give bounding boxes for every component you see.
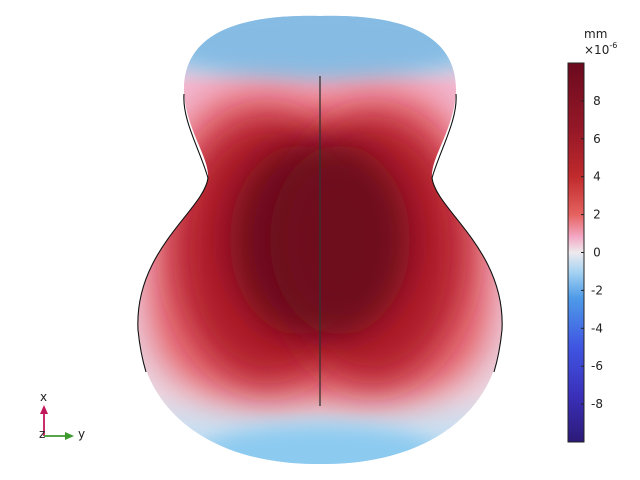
colorbar-tick-label: 8 — [593, 94, 601, 108]
colorbar-scale: ×10-6 — [584, 41, 618, 57]
body-edge-left — [137, 93, 209, 373]
color-legend: 8 6 4 2 0 -2 -4 -6 -8 — [567, 62, 603, 443]
body-edge-right — [431, 93, 503, 373]
colorbar-tick-label: -6 — [591, 359, 603, 373]
x-axis-label: x — [40, 390, 48, 404]
y-axis-label: y — [78, 427, 86, 441]
y-arrow-head — [65, 432, 74, 440]
colorbar-tick-label: -8 — [591, 397, 603, 411]
colorbar-tick-label: -4 — [591, 321, 603, 335]
colorbar-tick-label: 2 — [593, 208, 601, 222]
colorbar-tick-label: -2 — [591, 283, 603, 297]
colorbar-tick-label: 4 — [593, 170, 601, 184]
axis-triad[interactable] — [40, 405, 74, 440]
z-axis-label: z — [39, 427, 46, 441]
colorbar-unit: mm — [584, 27, 608, 41]
colorbar-tick-label: 0 — [593, 246, 601, 260]
surface-plot — [137, 15, 503, 465]
x-arrow-head — [40, 405, 48, 414]
colorbar-tick-label: 6 — [593, 132, 601, 146]
